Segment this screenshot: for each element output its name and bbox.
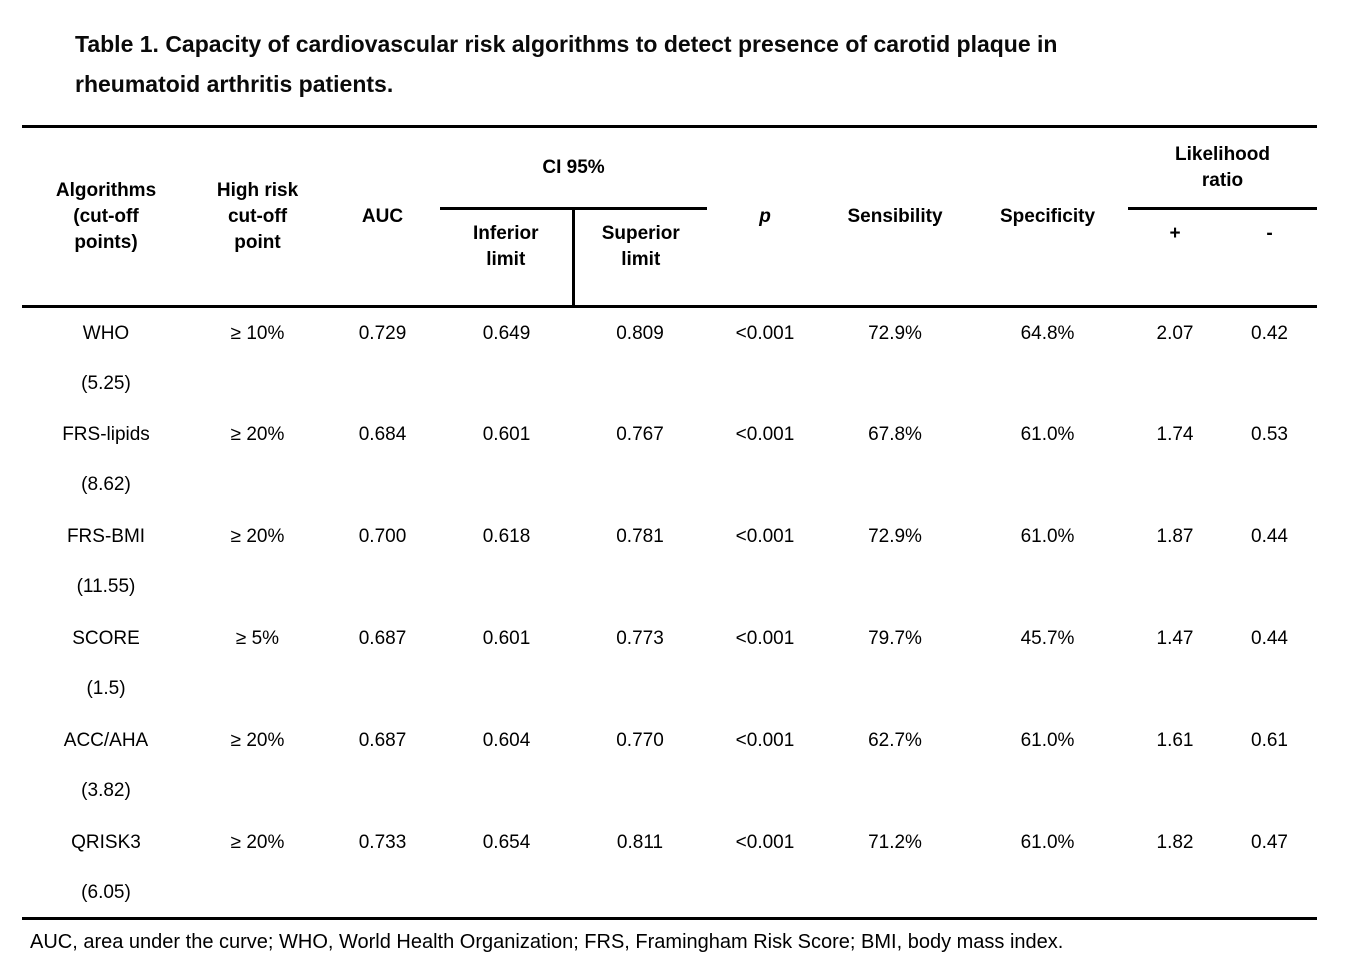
header-auc: AUC: [325, 126, 440, 308]
cell-superior-limit: 0.809: [616, 323, 664, 344]
header-p-value: p: [707, 126, 823, 308]
cell-algorithm: ACC/AHA (3.82): [22, 715, 190, 817]
cell-specificity: 61.0%: [967, 816, 1128, 920]
cell-lr-minus: 0.53: [1251, 423, 1288, 445]
cell-algorithm: WHO (5.25): [22, 307, 190, 409]
algorithm-cutoff-point: (3.82): [81, 779, 131, 801]
algorithm-name: QRISK3: [71, 831, 141, 853]
header-ci95: CI 95%: [440, 126, 707, 210]
cell-sensibility: 62.7%: [868, 729, 922, 751]
results-table: Algorithms (cut-off points) High risk cu…: [22, 125, 1317, 920]
cell-sensibility: 71.2%: [823, 816, 967, 920]
cell-lr-plus: 1.61: [1156, 729, 1194, 751]
cell-specificity: 64.8%: [1020, 323, 1075, 344]
header-lr-plus: +: [1128, 208, 1222, 308]
cell-auc: 0.687: [358, 729, 407, 751]
cell-auc: 0.733: [325, 816, 440, 920]
cell-lr-plus: 2.07: [1156, 323, 1194, 344]
table-row: FRS-BMI (11.55) ≥ 20% 0.700 0.618 0.781 <…: [22, 511, 1317, 613]
header-inferior-limit: Inferior limit: [440, 208, 573, 308]
cell-lr-plus: 1.87: [1156, 525, 1194, 547]
algorithm-name: FRS-BMI: [66, 525, 146, 547]
cell-lr-minus: 0.44: [1251, 525, 1288, 547]
cell-auc: 0.729: [358, 323, 407, 344]
table-row: WHO (5.25) ≥ 10% 0.729 0.649 0.809 <0.001…: [22, 307, 1317, 409]
cell-high-risk: ≥ 20%: [230, 525, 285, 547]
cell-lr-minus: 0.42: [1251, 323, 1288, 344]
table-header: Algorithms (cut-off points) High risk cu…: [22, 126, 1317, 308]
cell-inferior-limit: 0.601: [482, 423, 531, 445]
cell-inferior-limit: 0.601: [482, 627, 531, 649]
header-specificity: Specificity: [967, 126, 1128, 308]
cell-sensibility: 79.7%: [868, 627, 922, 649]
header-sensibility: Sensibility: [823, 126, 967, 308]
cell-high-risk: ≥ 5%: [235, 627, 280, 649]
algorithm-cutoff-point: (8.62): [81, 473, 131, 495]
cell-high-risk: ≥ 20%: [230, 729, 285, 751]
cell-superior-limit: 0.770: [616, 729, 664, 751]
table-row: SCORE (1.5) ≥ 5% 0.687 0.601 0.773 <0.001…: [22, 613, 1317, 715]
cell-lr-minus: 0.61: [1251, 729, 1288, 751]
table-title: Table 1. Capacity of cardiovascular risk…: [75, 24, 1322, 104]
cell-high-risk: ≥ 10%: [230, 323, 285, 344]
cell-high-risk: ≥ 20%: [230, 423, 285, 445]
cell-lr-plus: 1.47: [1156, 627, 1194, 649]
cell-inferior-limit: 0.654: [440, 816, 573, 920]
algorithm-cutoff-point: (11.55): [76, 575, 136, 597]
header-superior-limit: Superior limit: [571, 208, 707, 308]
cell-inferior-limit: 0.649: [482, 323, 531, 344]
cell-inferior-limit: 0.604: [482, 729, 531, 751]
cell-p-value: <0.001: [735, 525, 795, 547]
algorithm-name: WHO: [82, 323, 130, 344]
header-likelihood-ratio: Likelihood ratio: [1128, 126, 1317, 210]
cell-algorithm: FRS-BMI (11.55): [22, 511, 190, 613]
cell-lr-minus: 0.44: [1251, 627, 1288, 649]
table-row: ACC/AHA (3.82) ≥ 20% 0.687 0.604 0.770 <0…: [22, 715, 1317, 817]
header-lr-minus: -: [1222, 208, 1317, 308]
algorithm-cutoff-point: (1.5): [86, 677, 126, 699]
cell-sensibility: 67.8%: [868, 423, 922, 445]
algorithm-cutoff-point: (6.05): [81, 881, 131, 903]
cell-lr-plus: 1.74: [1156, 423, 1194, 445]
cell-superior-limit: 0.773: [616, 627, 664, 649]
cell-lr-plus: 1.82: [1128, 816, 1222, 920]
cell-sensibility: 72.9%: [868, 323, 922, 344]
cell-superior-limit: 0.767: [616, 423, 664, 445]
cell-algorithm: FRS-lipids (8.62): [22, 409, 190, 511]
algorithm-name: FRS-lipids: [62, 423, 150, 445]
header-high-risk-cutoff: High risk cut-off point: [190, 126, 325, 308]
cell-auc: 0.687: [358, 627, 407, 649]
table-row: QRISK3 (6.05) ≥ 20% 0.733 0.654 0.811 <0.…: [22, 816, 1317, 920]
table-body: WHO (5.25) ≥ 10% 0.729 0.649 0.809 <0.001…: [22, 307, 1317, 920]
cell-superior-limit: 0.781: [616, 525, 664, 547]
cell-lr-minus: 0.47: [1222, 816, 1317, 920]
cell-specificity: 61.0%: [1020, 525, 1075, 547]
cell-p-value: <0.001: [707, 816, 823, 920]
algorithm-cutoff-point: (5.25): [81, 373, 131, 394]
table-title-line1: Table 1. Capacity of cardiovascular risk…: [75, 31, 1058, 57]
cell-auc: 0.700: [358, 525, 407, 547]
cell-superior-limit: 0.811: [573, 816, 707, 920]
cell-p-value: <0.001: [735, 627, 795, 649]
cell-high-risk: ≥ 20%: [190, 816, 325, 920]
cell-inferior-limit: 0.618: [482, 525, 531, 547]
cell-auc: 0.684: [358, 423, 407, 445]
cell-p-value: <0.001: [735, 729, 795, 751]
cell-specificity: 45.7%: [1020, 627, 1075, 649]
table-title-line2: rheumatoid arthritis patients.: [75, 71, 394, 97]
cell-algorithm: SCORE (1.5): [22, 613, 190, 715]
header-algorithms: Algorithms (cut-off points): [22, 126, 190, 308]
cell-p-value: <0.001: [735, 423, 795, 445]
algorithm-name: SCORE: [72, 627, 140, 649]
cell-algorithm: QRISK3 (6.05): [22, 816, 190, 920]
table-row: FRS-lipids (8.62) ≥ 20% 0.684 0.601 0.767…: [22, 409, 1317, 511]
cell-specificity: 61.0%: [1020, 423, 1075, 445]
algorithm-name: ACC/AHA: [63, 729, 149, 751]
cell-p-value: <0.001: [735, 323, 795, 344]
table-footnote: AUC, area under the curve; WHO, World He…: [30, 931, 1064, 953]
cell-sensibility: 72.9%: [868, 525, 922, 547]
cell-specificity: 61.0%: [1020, 729, 1075, 751]
